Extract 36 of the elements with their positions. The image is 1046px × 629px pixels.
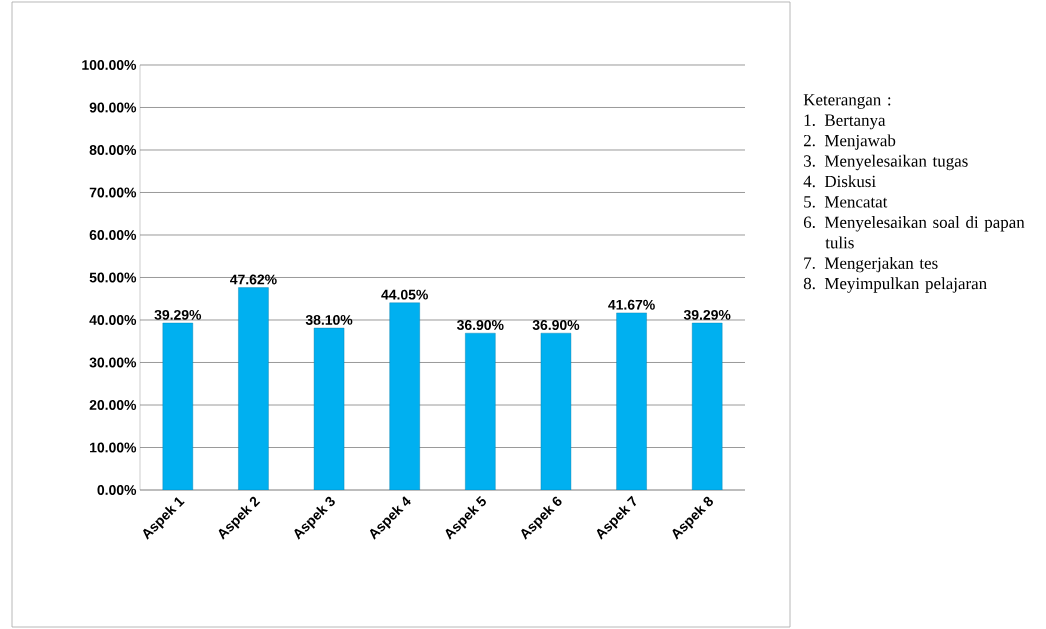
data-label: 38.10%: [305, 314, 353, 325]
y-tick-label: 90.00%: [89, 102, 137, 113]
data-label: 44.05%: [381, 289, 428, 300]
text: 7. Mengerjakan tes: [804, 256, 938, 273]
text: Keterangan :: [803, 94, 891, 109]
y-tick-label: 70.00%: [89, 187, 137, 198]
bar: [616, 312, 647, 490]
y-tick-label: 20.00%: [89, 400, 137, 410]
y-tick-label: 80.00%: [89, 145, 137, 155]
text: 4. Diskusi: [803, 175, 876, 188]
text: 3. Menyelesaikan tugas: [804, 154, 968, 171]
y-tick-label: 40.00%: [89, 315, 137, 325]
bar: [389, 302, 420, 490]
bar: [238, 287, 269, 490]
y-tick-label: 10.00%: [90, 442, 137, 453]
text: 6. Menyelesaikan soal di papan tulis: [803, 216, 1025, 249]
bar: [691, 322, 723, 490]
bar: [313, 327, 345, 490]
y-tick-label: 0.00%: [97, 485, 137, 495]
data-label: 39.29%: [154, 309, 202, 320]
y-tick-label: 50.00%: [89, 272, 137, 283]
bar: [162, 322, 194, 490]
y-tick-label: 100.00%: [82, 60, 137, 70]
data-label: 36.90%: [456, 320, 504, 330]
text: 1. Bertanya: [804, 114, 886, 130]
data-label: 41.67%: [608, 299, 655, 310]
y-tick-label: 30.00%: [89, 357, 137, 368]
text: 2. Menjawab: [803, 134, 896, 150]
data-label: 47.62%: [230, 274, 277, 285]
text: 8. Meyimpulkan pelajaran: [803, 277, 987, 293]
bar: [540, 332, 572, 490]
data-label: 39.29%: [683, 309, 731, 320]
text: 5. Mencatat: [804, 196, 888, 208]
bar: [465, 332, 496, 490]
data-label: 36.90%: [532, 320, 580, 330]
y-tick-label: 60.00%: [89, 230, 137, 240]
